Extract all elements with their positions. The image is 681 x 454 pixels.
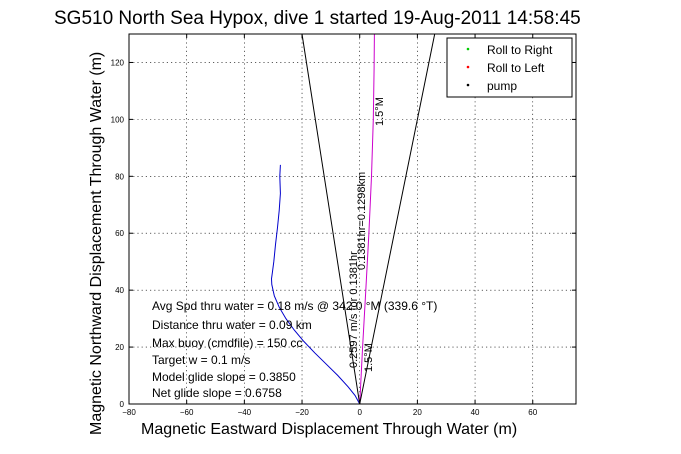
x-tick-label: 0: [357, 408, 362, 417]
y-axis-label: Magnetic Northward Displacement Through …: [88, 52, 105, 435]
legend-entry: Roll to Left: [487, 61, 545, 75]
x-tick-label: 40: [471, 408, 480, 417]
heading-line: [359, 33, 375, 405]
y-tick-label: 20: [115, 343, 124, 352]
plot-annotation: 1.5°M: [374, 97, 386, 126]
x-tick-label: −20: [295, 408, 309, 417]
y-tick-label: 120: [111, 58, 125, 67]
x-tick-label: −80: [122, 408, 136, 417]
legend-entry: Roll to Right: [487, 43, 553, 57]
legend: Roll to Right Roll to Left pump: [446, 37, 573, 98]
y-tick-label: 80: [115, 172, 124, 181]
stat-line: Model glide slope = 0.3850: [152, 370, 296, 384]
legend-marker: [466, 47, 470, 51]
axis-ticks: −80 −60 −40 −20 0 20 40 60 0 20 40 60 80 100 120: [111, 34, 576, 417]
y-tick-label: 60: [115, 229, 124, 238]
stat-line: Distance thru water = 0.09 km: [152, 318, 312, 332]
plot-frame: [128, 33, 577, 405]
x-tick-label: −40: [238, 408, 252, 417]
x-tick-label: 20: [413, 408, 422, 417]
legend-entry: pump: [487, 79, 517, 93]
x-axis-label: Magnetic Eastward Displacement Through W…: [141, 421, 517, 438]
x-tick-label: −60: [180, 408, 194, 417]
plot-annotation: 1.5°M: [363, 343, 375, 372]
y-tick-label: 40: [115, 286, 124, 295]
legend-marker: [466, 65, 470, 69]
stat-line: Net glide slope = 0.6758: [152, 386, 282, 400]
y-tick-label: 100: [111, 115, 125, 124]
dive-statistics: Avg Spd thru water = 0.18 m/s @ 342.0 °M…: [152, 299, 437, 400]
plot-annotation: 0.2597 m/s for 0.1381hr: [348, 251, 360, 368]
y-tick-label: 0: [120, 400, 125, 409]
chart-title: SG510 North Sea Hypox, dive 1 started 19…: [54, 8, 581, 29]
stat-line: Avg Spd thru water = 0.18 m/s @ 342.0 °M…: [152, 299, 437, 313]
stat-line: Target w = 0.1 m/s: [152, 353, 250, 367]
x-tick-label: 60: [528, 408, 537, 417]
stat-line: Max buoy (cmdfile) = 150 cc: [152, 336, 302, 350]
legend-marker: [466, 83, 470, 87]
track-line: [270, 164, 361, 405]
plot-annotation: 0.1381hr=0.1298km: [356, 172, 368, 270]
grid: [129, 34, 576, 404]
